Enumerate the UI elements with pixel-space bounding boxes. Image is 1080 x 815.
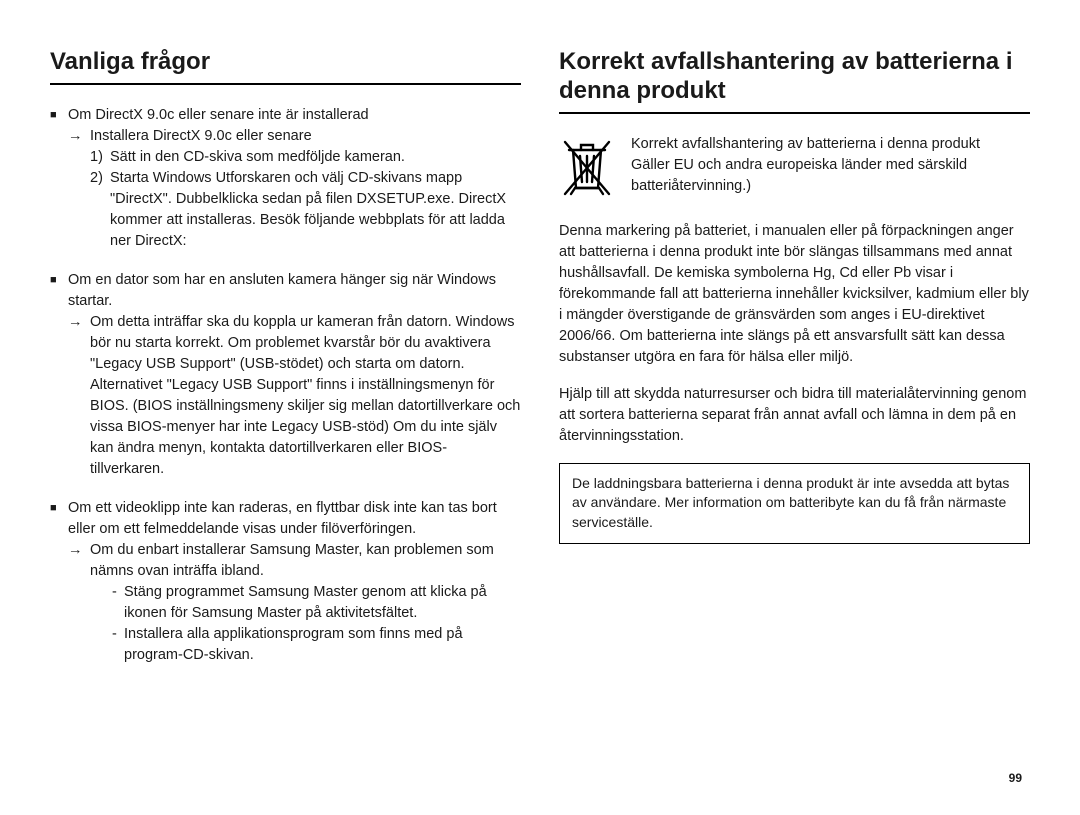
dash-icon: - <box>112 582 124 624</box>
dash-text: Stäng programmet Samsung Master genom at… <box>124 582 521 624</box>
bullet-text: Om DirectX 9.0c eller senare inte är ins… <box>68 105 521 126</box>
right-column: Korrekt avfallshantering av batterierna … <box>555 48 1030 684</box>
faq-item: ■ Om ett videoklipp inte kan raderas, en… <box>50 498 521 666</box>
icon-caption: Korrekt avfallshantering av batterierna … <box>631 134 1030 207</box>
arrow-icon: → <box>68 540 90 582</box>
dash-icon: - <box>112 624 124 666</box>
square-bullet-icon: ■ <box>50 270 68 312</box>
page-number: 99 <box>1009 771 1022 785</box>
disposal-icon-block: Korrekt avfallshantering av batterierna … <box>559 134 1030 207</box>
crossed-bin-icon <box>559 134 615 207</box>
arrow-text: Installera DirectX 9.0c eller senare <box>90 126 521 147</box>
icon-caption-line: Gäller EU och andra europeiska länder me… <box>631 155 1030 197</box>
document-page: Vanliga frågor ■ Om DirectX 9.0c eller s… <box>0 0 1080 704</box>
notice-box: De laddningsbara batterierna i denna pro… <box>559 463 1030 544</box>
body-paragraph: Denna markering på batteriet, i manualen… <box>559 221 1030 368</box>
list-number: 2) <box>90 168 110 252</box>
body-paragraph: Hjälp till att skydda naturresurser och … <box>559 384 1030 447</box>
dash-text: Installera alla applikationsprogram som … <box>124 624 521 666</box>
left-heading: Vanliga frågor <box>50 48 521 85</box>
bullet-text: Om ett videoklipp inte kan raderas, en f… <box>68 498 521 540</box>
faq-item: ■ Om DirectX 9.0c eller senare inte är i… <box>50 105 521 252</box>
square-bullet-icon: ■ <box>50 105 68 126</box>
list-text: Starta Windows Utforskaren och välj CD-s… <box>110 168 521 252</box>
arrow-text: Om detta inträffar ska du koppla ur kame… <box>90 312 521 480</box>
arrow-text: Om du enbart installerar Samsung Master,… <box>90 540 521 582</box>
list-number: 1) <box>90 147 110 168</box>
square-bullet-icon: ■ <box>50 498 68 540</box>
right-heading: Korrekt avfallshantering av batterierna … <box>559 48 1030 114</box>
arrow-icon: → <box>68 126 90 147</box>
arrow-icon: → <box>68 312 90 480</box>
bullet-text: Om en dator som har en ansluten kamera h… <box>68 270 521 312</box>
faq-item: ■ Om en dator som har en ansluten kamera… <box>50 270 521 480</box>
left-column: Vanliga frågor ■ Om DirectX 9.0c eller s… <box>50 48 525 684</box>
list-text: Sätt in den CD-skiva som medföljde kamer… <box>110 147 521 168</box>
icon-caption-line: Korrekt avfallshantering av batterierna … <box>631 134 1030 155</box>
